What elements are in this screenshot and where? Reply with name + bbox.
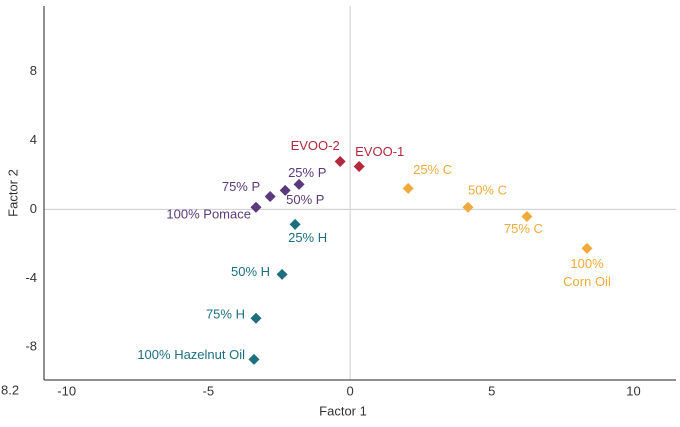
point <box>293 178 305 190</box>
x-tick-label: -5 <box>203 383 215 398</box>
point <box>289 218 301 230</box>
point <box>248 353 260 365</box>
corner-label: 8.2 <box>1 382 19 397</box>
point-label: 50% H <box>231 264 270 279</box>
point-label: 100% Hazelnut Oil <box>137 347 245 362</box>
point-label: 25% P <box>288 165 326 180</box>
x-tick-label: 5 <box>488 383 495 398</box>
point <box>250 312 262 324</box>
point-label: 75% P <box>222 179 260 194</box>
point-label: 25% C <box>413 162 452 177</box>
point <box>402 182 414 194</box>
point <box>581 242 593 254</box>
point-label: 50% P <box>286 192 324 207</box>
point <box>334 155 346 167</box>
y-tick-label: -8 <box>25 339 37 354</box>
point-label: EVOO-1 <box>355 144 404 159</box>
point-label: 25% H <box>288 230 327 245</box>
y-tick-label: 0 <box>30 201 37 216</box>
x-tick-label: 10 <box>626 383 640 398</box>
point <box>353 160 365 172</box>
y-tick-label: 8 <box>30 63 37 78</box>
point-label: 100% Pomace <box>166 207 251 222</box>
y-axis-label: Factor 2 <box>5 169 20 217</box>
point-label: 75% C <box>504 221 543 236</box>
point <box>462 201 474 213</box>
point-label: 75% H <box>206 307 245 322</box>
point <box>250 201 262 213</box>
x-axis-label: Factor 1 <box>319 403 367 418</box>
point <box>521 210 533 222</box>
y-tick-label: -4 <box>25 270 37 285</box>
x-tick-label: 0 <box>346 383 353 398</box>
point-label: 100% Corn Oil <box>563 256 611 290</box>
point-label: EVOO-2 <box>291 138 340 153</box>
x-tick-label: -10 <box>57 383 76 398</box>
point <box>264 190 276 202</box>
y-tick-label: 4 <box>30 132 37 147</box>
point-label-box: 100% Corn Oil <box>563 256 611 290</box>
point-label: 50% C <box>468 183 507 198</box>
point <box>279 184 291 196</box>
point <box>276 268 288 280</box>
